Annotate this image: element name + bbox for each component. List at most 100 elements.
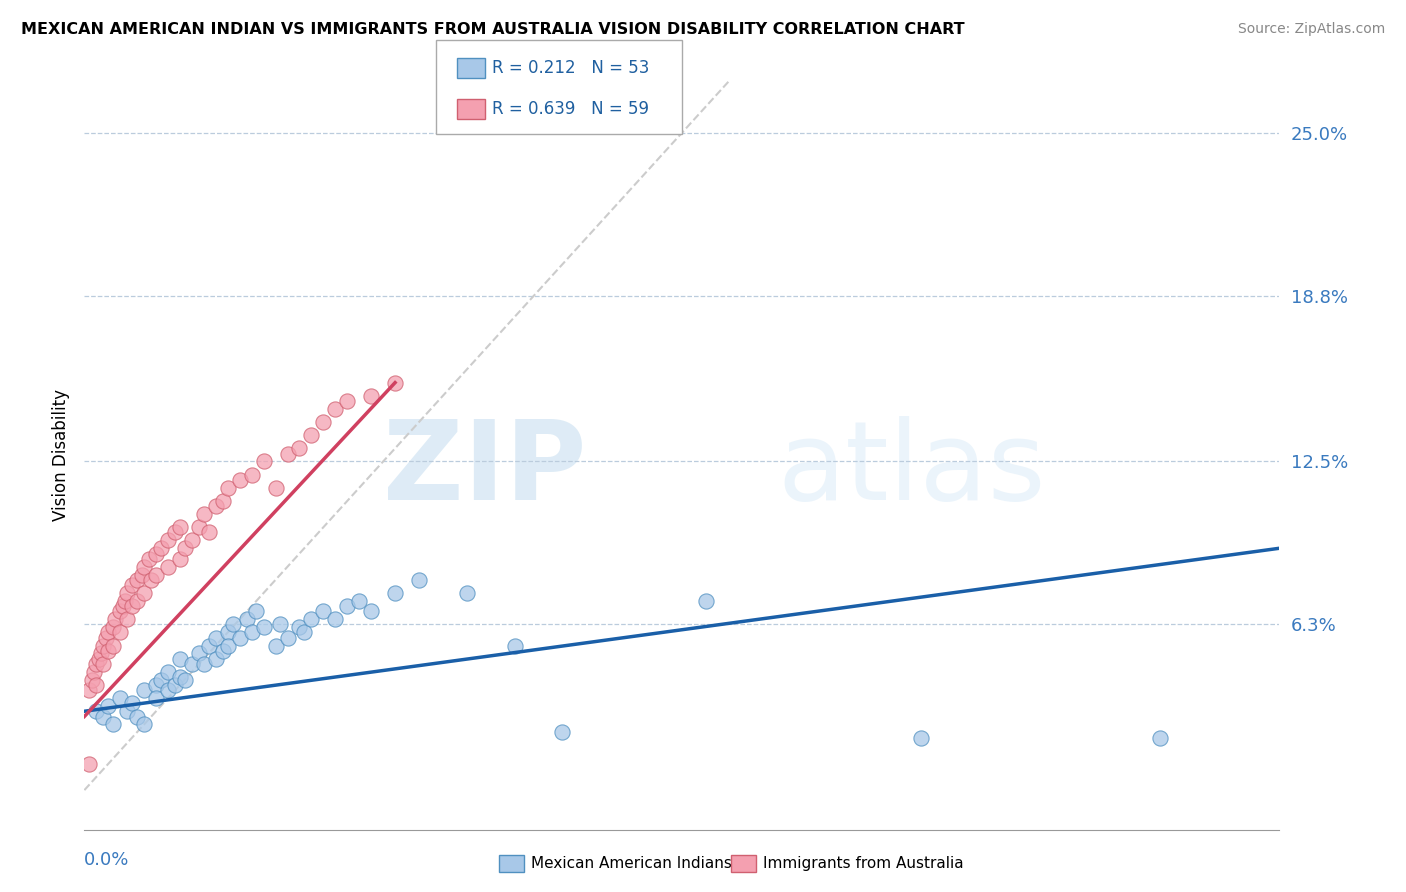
Point xyxy=(269,617,291,632)
Point xyxy=(217,481,239,495)
Point xyxy=(336,599,359,613)
Point xyxy=(384,586,406,600)
Point xyxy=(169,670,191,684)
Point xyxy=(173,673,195,687)
Point xyxy=(145,678,167,692)
Point xyxy=(325,401,347,416)
Point xyxy=(212,644,235,658)
Point xyxy=(312,604,335,618)
Point xyxy=(169,551,191,566)
Text: Immigrants from Australia: Immigrants from Australia xyxy=(763,856,965,871)
Point xyxy=(229,473,252,487)
Point xyxy=(217,625,239,640)
Point xyxy=(117,612,139,626)
Point xyxy=(240,625,263,640)
Point xyxy=(132,717,156,731)
Point xyxy=(181,533,204,548)
Point xyxy=(145,691,167,706)
Point xyxy=(93,639,115,653)
Point xyxy=(169,651,191,665)
Point xyxy=(86,657,108,671)
Point xyxy=(132,586,156,600)
Text: MEXICAN AMERICAN INDIAN VS IMMIGRANTS FROM AUSTRALIA VISION DISABILITY CORRELATI: MEXICAN AMERICAN INDIAN VS IMMIGRANTS FR… xyxy=(21,22,965,37)
Point xyxy=(101,620,124,634)
Point xyxy=(121,697,143,711)
Text: R = 0.639   N = 59: R = 0.639 N = 59 xyxy=(492,100,650,118)
Point xyxy=(165,678,187,692)
Point xyxy=(93,709,115,723)
Point xyxy=(149,541,172,556)
Point xyxy=(132,559,156,574)
Point xyxy=(181,657,204,671)
Point xyxy=(360,604,382,618)
Point xyxy=(205,651,228,665)
Point xyxy=(1149,731,1171,745)
Point xyxy=(408,573,430,587)
Point xyxy=(121,599,143,613)
Point xyxy=(503,639,526,653)
Point xyxy=(117,704,139,718)
Point xyxy=(94,631,117,645)
Point xyxy=(301,428,323,442)
Point xyxy=(132,683,156,698)
Point xyxy=(101,639,124,653)
Point xyxy=(236,612,259,626)
Point xyxy=(360,389,382,403)
Point xyxy=(188,520,211,534)
Point xyxy=(157,683,180,698)
Point xyxy=(117,586,139,600)
Point xyxy=(121,578,143,592)
Point xyxy=(264,639,287,653)
Point xyxy=(193,657,215,671)
Point xyxy=(77,683,100,698)
Point xyxy=(205,631,228,645)
Text: 0.0%: 0.0% xyxy=(84,851,129,869)
Point xyxy=(288,620,311,634)
Text: R = 0.212   N = 53: R = 0.212 N = 53 xyxy=(492,59,650,77)
Point xyxy=(253,620,276,634)
Point xyxy=(301,612,323,626)
Point xyxy=(288,442,311,456)
Text: atlas: atlas xyxy=(778,417,1046,524)
Point xyxy=(104,612,127,626)
Point xyxy=(212,494,235,508)
Y-axis label: Vision Disability: Vision Disability xyxy=(52,389,70,521)
Point xyxy=(253,454,276,468)
Text: Source: ZipAtlas.com: Source: ZipAtlas.com xyxy=(1237,22,1385,37)
Point xyxy=(169,520,191,534)
Point xyxy=(157,559,180,574)
Point xyxy=(229,631,252,645)
Point xyxy=(165,525,187,540)
Point xyxy=(83,665,105,679)
Point xyxy=(349,594,371,608)
Point xyxy=(456,586,478,600)
Point xyxy=(910,731,932,745)
Point xyxy=(221,617,243,632)
Point xyxy=(245,604,267,618)
Point xyxy=(217,639,239,653)
Point xyxy=(277,631,299,645)
Point xyxy=(77,756,100,771)
Point xyxy=(157,665,180,679)
Point xyxy=(97,698,120,713)
Point xyxy=(80,673,103,687)
Point xyxy=(111,599,134,613)
Point xyxy=(197,639,219,653)
Point xyxy=(87,651,110,665)
Point xyxy=(114,594,136,608)
Point xyxy=(277,447,299,461)
Point xyxy=(86,678,108,692)
Point xyxy=(197,525,219,540)
Point xyxy=(97,644,120,658)
Point xyxy=(173,541,195,556)
Point xyxy=(125,573,148,587)
Point xyxy=(264,481,287,495)
Point xyxy=(149,673,172,687)
Point xyxy=(138,551,160,566)
Point xyxy=(125,594,148,608)
Point xyxy=(90,647,112,661)
Text: ZIP: ZIP xyxy=(382,417,586,524)
Point xyxy=(336,394,359,409)
Point xyxy=(141,573,163,587)
Point xyxy=(125,709,148,723)
